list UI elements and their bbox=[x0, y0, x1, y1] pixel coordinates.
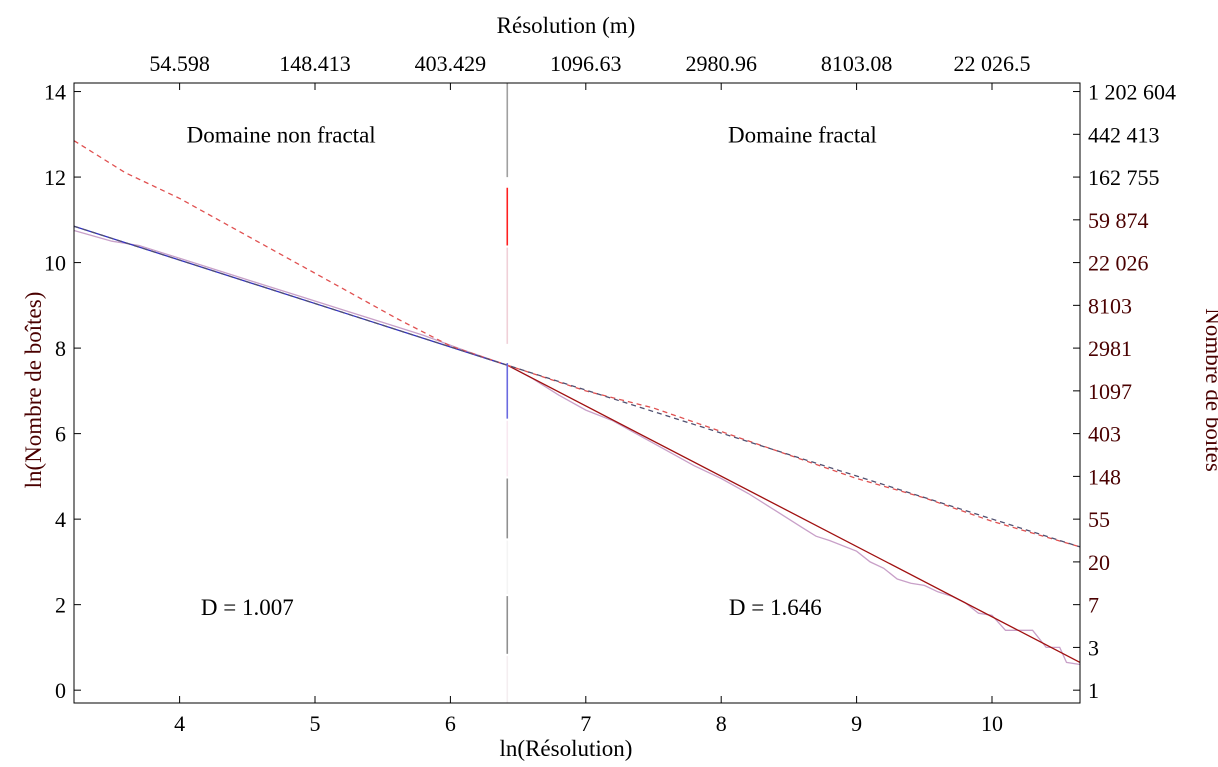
x-tick-label: 9 bbox=[851, 711, 862, 736]
x-tick-label: 7 bbox=[580, 711, 591, 736]
x-tick-label: 8 bbox=[716, 711, 727, 736]
y-tick-label: 2 bbox=[55, 593, 66, 618]
top-tick-label: 148.413 bbox=[279, 51, 351, 76]
annotation-text: Domaine non fractal bbox=[187, 122, 376, 147]
x-tick-label: 5 bbox=[310, 711, 321, 736]
y-axis-title: ln(Nombre de boîtes) bbox=[21, 292, 46, 489]
right-tick-label: 55 bbox=[1088, 507, 1110, 532]
series-line-0 bbox=[73, 229, 1081, 666]
series-group bbox=[73, 140, 1081, 666]
series-line-2 bbox=[507, 364, 1081, 663]
y-tick-label: 0 bbox=[55, 678, 66, 703]
y-tick-label: 10 bbox=[44, 251, 66, 276]
right-tick-label: 1 202 604 bbox=[1088, 80, 1176, 105]
y-tick-label: 14 bbox=[44, 80, 66, 105]
top-tick-label: 54.598 bbox=[149, 51, 210, 76]
annotation-text: D = 1.007 bbox=[201, 595, 294, 620]
top-tick-label: 403.429 bbox=[415, 51, 487, 76]
right-tick-label: 7 bbox=[1088, 593, 1099, 618]
plot-frame bbox=[73, 82, 1081, 704]
x-tick-label: 4 bbox=[174, 711, 185, 736]
right-tick-label: 148 bbox=[1088, 464, 1121, 489]
x-axis-title: ln(Résolution) bbox=[500, 736, 633, 761]
right-tick-label: 20 bbox=[1088, 550, 1110, 575]
right-tick-label: 1097 bbox=[1088, 379, 1132, 404]
series-line-5 bbox=[73, 225, 1081, 548]
right-tick-label: 22 026 bbox=[1088, 251, 1149, 276]
top-tick-label: 1096.63 bbox=[550, 51, 622, 76]
top-tick-label: 22 026.5 bbox=[953, 51, 1030, 76]
y-tick-label: 12 bbox=[44, 165, 66, 190]
right-axis-title: Nombre de boîtes bbox=[1201, 308, 1218, 472]
y-tick-label: 8 bbox=[55, 336, 66, 361]
annotation-text: Domaine fractal bbox=[728, 122, 877, 147]
y-tick-label: 6 bbox=[55, 422, 66, 447]
right-tick-label: 403 bbox=[1088, 422, 1121, 447]
series-line-3 bbox=[73, 140, 508, 366]
annotation-text: D = 1.646 bbox=[729, 595, 822, 620]
right-tick-label: 2981 bbox=[1088, 336, 1132, 361]
right-tick-label: 3 bbox=[1088, 635, 1099, 660]
top-tick-label: 8103.08 bbox=[821, 51, 893, 76]
right-tick-label: 1 bbox=[1088, 678, 1099, 703]
plot-border bbox=[73, 82, 1081, 704]
top-tick-label: 2980.96 bbox=[685, 51, 757, 76]
top-axis-title: Résolution (m) bbox=[497, 13, 636, 38]
right-tick-label: 8103 bbox=[1088, 293, 1132, 318]
annotation-group: Domaine non fractal Domaine fractal D = 1.… bbox=[187, 122, 877, 619]
y-tick-label: 4 bbox=[55, 507, 66, 532]
x-tick-label: 6 bbox=[445, 711, 456, 736]
right-tick-label: 59 874 bbox=[1088, 208, 1149, 233]
right-tick-label: 162 755 bbox=[1088, 165, 1160, 190]
x-tick-label: 10 bbox=[981, 711, 1003, 736]
right-tick-label: 442 413 bbox=[1088, 122, 1160, 147]
